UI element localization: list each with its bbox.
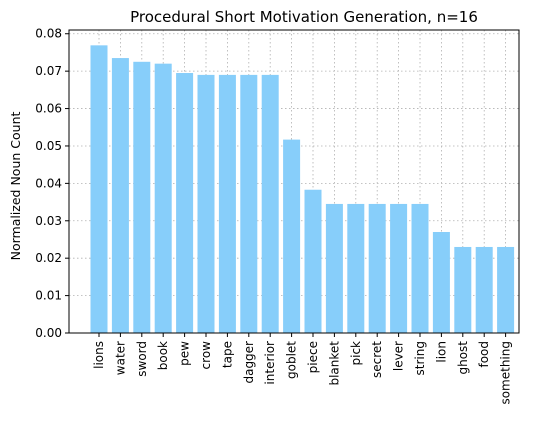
bar-blanket <box>325 203 343 333</box>
bar-sword <box>133 61 151 333</box>
x-tick-label: piece <box>306 341 320 373</box>
x-tick-label: tape <box>220 341 234 368</box>
bar-dagger <box>240 74 258 333</box>
x-tick-label: lions <box>92 341 106 369</box>
x-tick-label: pew <box>178 341 192 366</box>
bar-water <box>111 58 129 334</box>
chart-title: Procedural Short Motivation Generation, … <box>130 8 478 26</box>
x-tick-label: water <box>113 341 127 375</box>
x-tick-label: book <box>156 341 170 370</box>
x-tick-label: goblet <box>285 341 299 379</box>
bar-lions <box>90 45 108 333</box>
y-tick-label: 0.08 <box>35 27 62 41</box>
x-tick-label: string <box>413 341 427 375</box>
y-axis-ticks: 0.00 0.01 0.02 0.03 0.04 0.05 0.06 0.07 0.08 <box>35 27 69 340</box>
bar-something <box>497 246 515 333</box>
x-tick-label: crow <box>199 341 213 370</box>
x-tick-label: secret <box>370 341 384 378</box>
y-tick-label: 0.06 <box>35 102 62 116</box>
bar-interior <box>261 74 279 333</box>
x-tick-label: interior <box>263 341 277 385</box>
x-tick-label: ghost <box>456 341 470 375</box>
bar-secret <box>368 203 386 333</box>
x-tick-label: dagger <box>242 341 256 384</box>
bar-pew <box>176 73 194 333</box>
plot-frame <box>68 29 520 334</box>
x-tick-label: blanket <box>327 341 341 386</box>
x-tick-label: lion <box>434 341 448 363</box>
x-tick-label: pick <box>349 341 363 366</box>
bar-ghost <box>454 246 472 333</box>
y-axis-label: Normalized Noun Count <box>8 112 23 261</box>
y-tick-label: 0.05 <box>35 139 62 153</box>
bar-food <box>475 246 493 333</box>
bar-lion <box>432 232 450 333</box>
y-tick-label: 0.02 <box>35 251 62 265</box>
y-tick-label: 0.03 <box>35 214 62 228</box>
x-tick-label: something <box>499 341 513 405</box>
y-tick-label: 0.07 <box>35 64 62 78</box>
bars <box>90 45 515 334</box>
x-tick-label: food <box>477 341 491 368</box>
y-tick-label: 0.00 <box>35 326 62 340</box>
bar-lever <box>390 203 408 333</box>
bar-tape <box>218 74 236 333</box>
bar-book <box>154 63 172 334</box>
x-tick-label: sword <box>135 341 149 377</box>
bar-crow <box>197 74 215 333</box>
bar-piece <box>304 189 322 333</box>
y-tick-label: 0.01 <box>35 289 62 303</box>
bar-string <box>411 203 429 333</box>
y-tick-label: 0.04 <box>35 176 62 190</box>
x-axis-ticks: lions water sword book pew crow tape dagger inte… <box>92 333 513 405</box>
x-tick-label: lever <box>392 341 406 371</box>
bar-pick <box>347 203 365 333</box>
bar-goblet <box>283 139 301 333</box>
